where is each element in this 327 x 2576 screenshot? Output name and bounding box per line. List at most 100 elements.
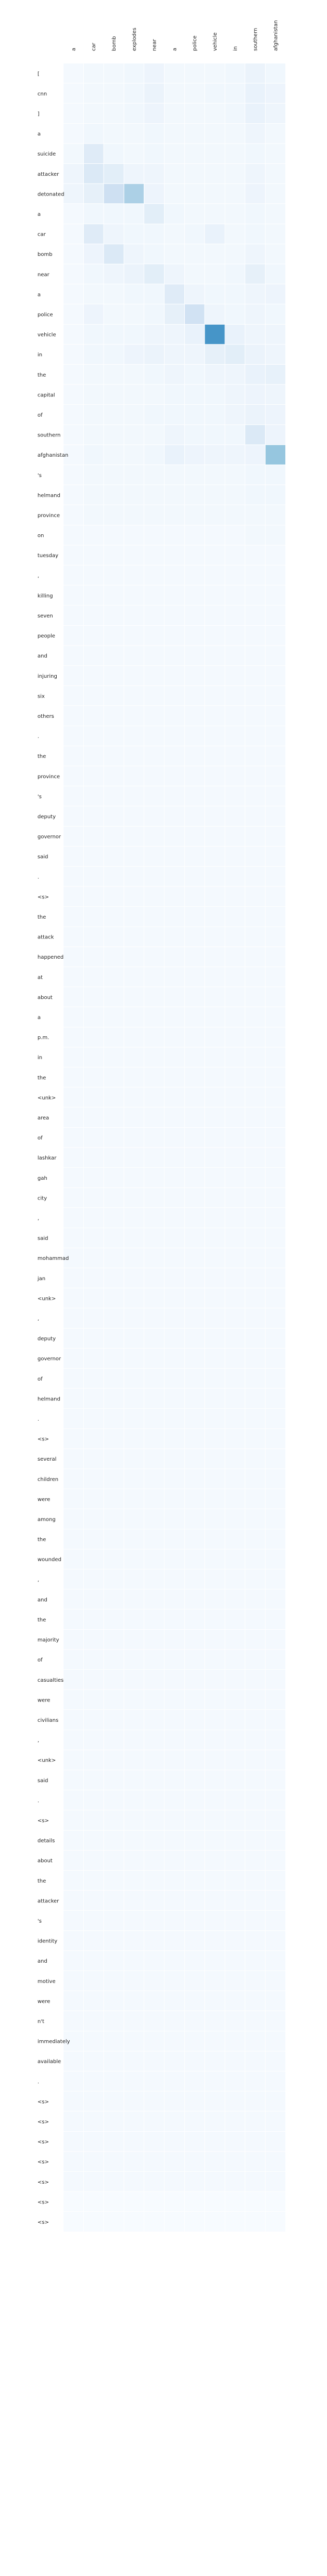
heatmap-cell [266,1609,285,1629]
heatmap-cell [184,886,205,907]
heatmap-cell [83,1710,104,1730]
heatmap-cell [124,384,144,405]
heatmap-cell [205,1569,225,1589]
heatmap-cell [205,525,225,545]
heatmap-cell [165,646,184,665]
heatmap-cell [83,1208,104,1228]
heatmap-cell [205,2152,225,2171]
heatmap-cell [144,1268,164,1288]
heatmap-cell [104,1650,124,1669]
heatmap-cell [266,485,285,505]
heatmap-cell [83,1148,104,1167]
heatmap-cell [83,1428,104,1449]
heatmap-cell [124,1047,144,1067]
heatmap-cell [104,1388,124,1409]
heatmap-cell [144,2131,164,2152]
heatmap-cell [64,1810,83,1830]
heatmap-cell [245,806,265,826]
x-tick-label: southern [253,28,259,51]
heatmap-cell [245,1107,265,1127]
heatmap-cell [64,164,83,184]
heatmap-cell [124,123,144,144]
heatmap-cell [225,1228,245,1248]
heatmap-cell [144,184,164,204]
heatmap-cell [124,2192,144,2212]
heatmap-cell [165,264,184,284]
heatmap-cell [184,1067,205,1087]
heatmap-cell [144,1971,164,1991]
heatmap-cell [205,1690,225,1710]
heatmap-cell [225,485,245,505]
y-tick-label: on [37,533,44,539]
heatmap-cell [83,123,104,144]
y-tick-label: were [37,1697,50,1703]
heatmap-cell [165,666,184,686]
heatmap-cell [205,625,225,646]
heatmap-cell [184,1991,205,2011]
heatmap-cell [184,1007,205,1027]
heatmap-cell [64,1248,83,1268]
heatmap-cell [64,63,83,83]
heatmap-cell [83,1589,104,1609]
y-tick-label: civilians [37,1718,58,1723]
heatmap-cell [104,867,124,886]
heatmap-cell [245,164,265,184]
heatmap-cell [83,224,104,244]
heatmap-cell [266,1830,285,1850]
heatmap-cell [83,1549,104,1569]
heatmap-cell [225,1107,245,1127]
heatmap-cell [245,2031,265,2051]
heatmap-cell [266,2031,285,2051]
heatmap-cell [144,646,164,665]
heatmap-cell [104,1930,124,1951]
heatmap-cell [83,144,104,163]
heatmap-cell [225,445,245,465]
heatmap-cell [225,1027,245,1047]
heatmap-cell [83,405,104,424]
heatmap-cell [144,144,164,163]
heatmap-cell [184,2152,205,2171]
heatmap-cell [225,1509,245,1529]
heatmap-cell [184,164,205,184]
heatmap-cell [205,2071,225,2091]
heatmap-cell [165,1449,184,1469]
heatmap-cell [245,83,265,104]
heatmap-cell [64,806,83,826]
y-tick-label: deputy [37,1336,56,1342]
heatmap-cell [165,1670,184,1690]
heatmap-cell [205,726,225,746]
heatmap-cell [205,1127,225,1148]
heatmap-cell [205,1790,225,1810]
heatmap-cell [266,1951,285,1970]
y-tick-label: injuring [37,674,57,679]
heatmap-cell [104,987,124,1007]
heatmap-cell [124,63,144,83]
y-tick-label: in [37,352,42,358]
heatmap-cell [266,1730,285,1750]
y-tick-label: were [37,1999,50,2004]
heatmap-cell [83,1951,104,1970]
heatmap-cell [64,1087,83,1107]
heatmap-cell [205,926,225,947]
heatmap-cell [104,947,124,967]
heatmap-cell [165,1629,184,1650]
heatmap-cell [64,1569,83,1589]
heatmap-cell [184,2192,205,2212]
y-tick-label: <unk> [37,1095,56,1101]
heatmap-cell [104,1428,124,1449]
heatmap-cell [205,485,225,505]
heatmap-cell [64,264,83,284]
heatmap-cell [184,1188,205,1208]
heatmap-cell [205,766,225,786]
heatmap-cell [266,1971,285,1991]
heatmap-cell [205,867,225,886]
y-tick-label: detonated [37,191,64,197]
heatmap-cell [184,1629,205,1650]
y-tick-label: vehicle [37,332,56,338]
heatmap-cell [64,826,83,846]
heatmap-cell [184,907,205,926]
heatmap-cell [124,1690,144,1710]
heatmap-cell [144,304,164,324]
heatmap-cell [124,1409,144,1428]
heatmap-cell [64,1850,83,1870]
